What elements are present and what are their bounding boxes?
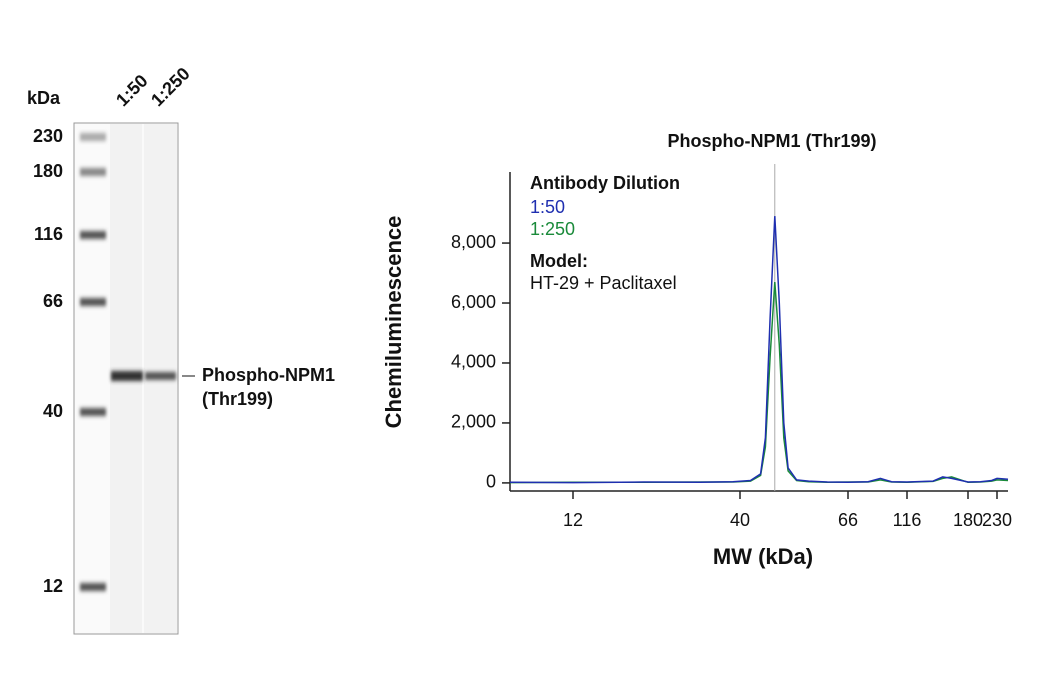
x-tick-label: 180 — [953, 510, 983, 530]
y-tick-label: 4,000 — [451, 352, 496, 372]
x-tick-label: 116 — [893, 510, 922, 530]
marker-label: 12 — [43, 576, 63, 596]
x-tick-label: 40 — [730, 510, 750, 530]
y-tick-label: 0 — [486, 472, 496, 492]
series-line — [509, 216, 1009, 484]
ladder-band — [80, 168, 106, 176]
marker-label: 180 — [33, 161, 63, 181]
x-tick-label: 230 — [982, 510, 1012, 530]
x-axis-label: MW (kDa) — [713, 544, 813, 569]
y-axis-label: Chemiluminescence — [381, 216, 406, 429]
ladder-band — [80, 133, 106, 141]
band-label: Phospho-NPM1 — [202, 365, 335, 385]
target-band — [145, 372, 176, 380]
legend-title: Antibody Dilution — [530, 173, 680, 193]
lane-label: 1:250 — [147, 63, 194, 110]
chart-title: Phospho-NPM1 (Thr199) — [667, 131, 876, 151]
y-tick-label: 6,000 — [451, 292, 496, 312]
marker-label: 116 — [34, 224, 63, 244]
x-tick-label: 66 — [838, 510, 858, 530]
legend-entry: 1:50 — [530, 197, 565, 217]
marker-label: 40 — [43, 401, 63, 421]
lane-label: 1:50 — [112, 71, 152, 111]
marker-label: 230 — [33, 126, 63, 146]
y-tick-label: 8,000 — [451, 232, 496, 252]
ladder-band — [80, 583, 106, 591]
annotation: Model: — [530, 251, 588, 271]
ladder-band — [80, 408, 106, 416]
ladder-band — [80, 298, 106, 306]
x-tick-label: 12 — [563, 510, 583, 530]
target-band — [111, 371, 143, 381]
band-label: (Thr199) — [202, 389, 273, 409]
series-line — [509, 281, 1009, 484]
y-tick-label: 2,000 — [451, 412, 496, 432]
ladder-band — [80, 231, 106, 239]
marker-label: 66 — [43, 291, 63, 311]
legend-entry: 1:250 — [530, 219, 575, 239]
blot-unit: kDa — [27, 88, 61, 108]
annotation: HT-29 + Paclitaxel — [530, 273, 677, 293]
